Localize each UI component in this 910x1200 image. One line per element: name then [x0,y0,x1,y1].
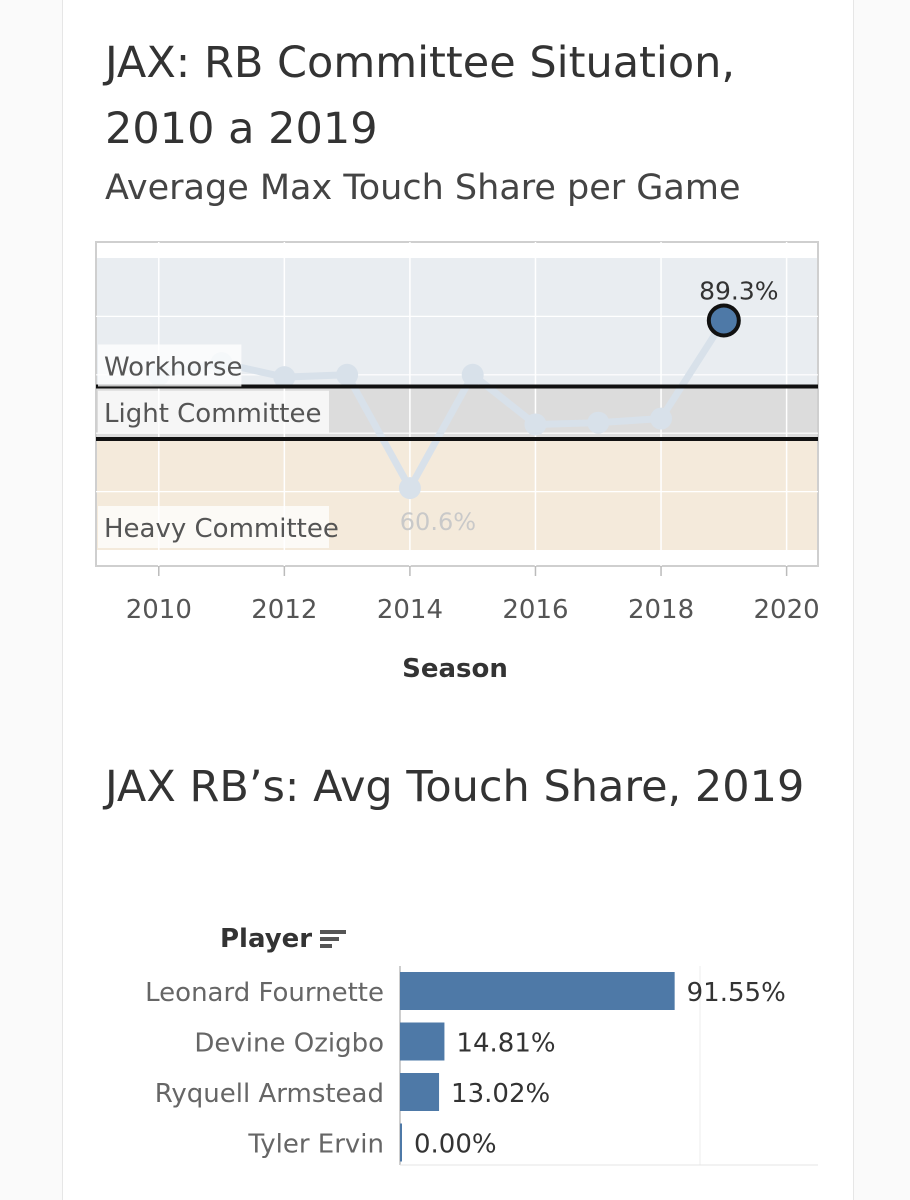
data-point-2013[interactable] [336,363,359,386]
player-name: Leonard Fournette [145,978,384,1008]
player-column-header[interactable]: Player [220,924,347,954]
player-column-label: Player [220,924,313,954]
x-tick-label: 2016 [502,595,568,625]
band-label: Heavy Committee [104,514,339,544]
data-point-2017[interactable] [587,411,610,434]
sort-descending-icon[interactable] [320,928,347,950]
bar-chart[interactable]: Leonard Fournette 91.55% Devine Ozigbo 14.8… [0,960,910,1200]
bar-chart-title: JAX RB’s: Avg Touch Share, 2019 [105,762,805,812]
band-label-bg [98,390,329,433]
player-name: Tyler Ervin [247,1130,384,1160]
x-tick-label: 2020 [754,595,820,625]
bar-value-label: 91.55% [687,978,786,1008]
series-line [158,318,727,492]
band-label-bg [98,344,242,387]
player-name: Ryquell Armstead [155,1079,384,1109]
bar-tyler-ervin[interactable] [400,1123,402,1162]
data-point-2015[interactable] [461,363,484,386]
bar-value-label: 13.02% [451,1079,550,1109]
x-tick-label: 2012 [251,595,317,625]
highlight-point[interactable] [706,303,741,338]
x-tick-label: 2010 [126,595,192,625]
annotation-label: 60.6% [400,508,476,536]
data-point-2012[interactable] [273,366,296,389]
line-chart-title: JAX: RB Committee Situation, 2010 a 2019 [105,38,736,154]
player-name: Devine Ozigbo [194,1029,384,1059]
bar-ryquell-armstead[interactable] [400,1073,440,1111]
x-axis-title: Season [402,654,508,684]
highlight-label: 89.3% [699,276,778,305]
data-point-2018[interactable] [650,407,673,430]
x-tick-label: 2014 [377,595,443,625]
x-tick-label: 2018 [628,595,694,625]
line-chart-subtitle: Average Max Touch Share per Game [105,168,741,208]
bar-value-label: 14.81% [456,1029,555,1059]
band-label: Light Committee [104,399,321,429]
data-point-2016[interactable] [524,413,547,436]
band-label-bg [98,506,329,548]
bar-value-label: 0.00% [414,1130,497,1160]
bar-leonard-fournette[interactable] [400,972,675,1010]
band-label: Workhorse [104,352,242,382]
data-point-2014[interactable] [398,477,421,500]
bar-devine-ozigbo[interactable] [400,1022,445,1061]
